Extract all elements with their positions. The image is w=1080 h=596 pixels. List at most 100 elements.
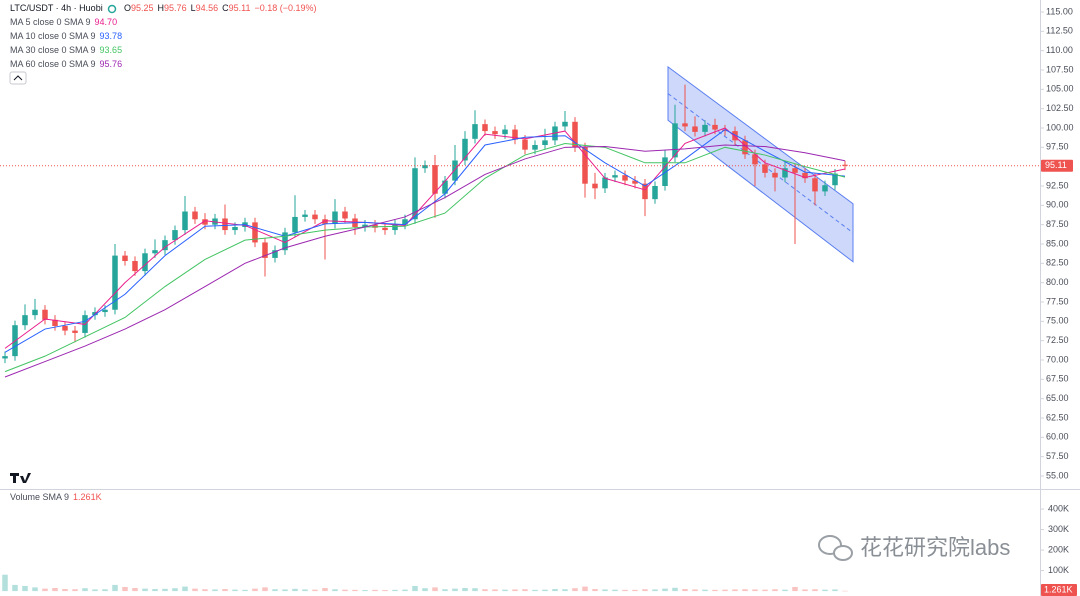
candle-body	[262, 242, 268, 258]
volume-bar	[192, 588, 198, 592]
channel	[667, 65, 854, 263]
candle-body	[492, 131, 498, 135]
watermark-text: 花花研究院labs	[860, 535, 1010, 560]
y-tick-label: 110.00	[1046, 45, 1073, 55]
moving-average	[4, 144, 846, 378]
candle-body	[372, 224, 378, 228]
volume-bar	[382, 590, 388, 592]
market-status	[107, 4, 117, 14]
ma-value: 95.76	[100, 59, 123, 69]
y-tick-label: 105.00	[1046, 84, 1074, 94]
volume-bar	[812, 589, 818, 592]
ohlc-letter: L	[191, 3, 196, 13]
ma-name: MA 30 close 0 SMA 9	[10, 45, 96, 55]
candle-body	[172, 230, 178, 241]
volume-bar	[152, 589, 158, 592]
candle-body	[362, 224, 368, 227]
candle-body	[612, 175, 618, 178]
volume-bar	[662, 588, 668, 592]
moving-average	[4, 127, 846, 349]
volume-bar	[432, 587, 438, 592]
volume-bar	[252, 588, 258, 592]
candle-body	[62, 325, 68, 331]
y-tick-label: 55.00	[1046, 470, 1069, 480]
candle-body	[252, 222, 258, 243]
candle-body	[622, 175, 628, 181]
volume-bar	[632, 589, 638, 592]
ohlc-value: 95.76	[164, 3, 187, 13]
volume-bar	[292, 588, 298, 592]
volume-tick-label: 400K	[1048, 503, 1069, 513]
collapse-button[interactable]	[9, 71, 27, 85]
candle-body	[192, 211, 198, 220]
volume-bar	[182, 586, 188, 592]
candle-body	[42, 309, 48, 320]
logo-shape	[10, 473, 31, 483]
wechat-icon	[818, 535, 842, 555]
volume-bar	[62, 589, 68, 592]
volume-bar	[562, 589, 568, 592]
candle-body	[572, 121, 578, 148]
candle-body	[702, 124, 708, 132]
moving-average	[4, 142, 846, 373]
last-volume-box	[1041, 584, 1077, 596]
candle-body	[792, 168, 798, 173]
y-tick-label: 100.00	[1046, 122, 1074, 132]
volume-bar	[552, 589, 558, 592]
volume-bar	[832, 589, 838, 592]
y-tick-label: 70.00	[1046, 354, 1069, 364]
candle-body	[502, 129, 508, 135]
volume-bar	[312, 589, 318, 592]
candle-body	[842, 164, 848, 166]
volume-bar	[762, 589, 768, 592]
candle-body	[592, 183, 598, 189]
ma-value: 93.78	[100, 31, 123, 41]
candle-body	[312, 214, 318, 220]
ohlc-value: 95.11	[229, 3, 251, 13]
ohlc-value: 95.25	[131, 3, 154, 13]
candle-body	[822, 185, 828, 192]
candle-body	[382, 227, 388, 231]
ma-legend: MA 5 close 0 SMA 9 94.70	[10, 17, 117, 27]
candle-body	[32, 309, 38, 316]
ma-value: 93.65	[100, 45, 123, 55]
volume-bar	[722, 589, 728, 592]
candle-body	[142, 253, 148, 272]
candle-body	[812, 178, 818, 192]
volume-bar	[712, 589, 718, 592]
candle-body	[222, 218, 228, 231]
candle-body	[682, 123, 688, 127]
y-tick-label: 75.00	[1046, 316, 1069, 326]
candle-body	[442, 180, 448, 194]
volume-bar	[652, 589, 658, 592]
candle-body	[532, 145, 538, 150]
volume-bar	[692, 589, 698, 592]
volume-bar	[242, 589, 248, 592]
watermark: 花花研究院labs	[818, 535, 1010, 561]
y-tick-label: 77.50	[1046, 296, 1069, 306]
volume-bar	[12, 584, 18, 592]
volume-tick-label: 300K	[1048, 524, 1069, 534]
ma-name: MA 10 close 0 SMA 9	[10, 31, 96, 41]
candle-body	[772, 172, 778, 178]
volume-bar	[732, 589, 738, 592]
volume-bar	[472, 588, 478, 592]
candle-body	[72, 330, 78, 333]
volume-bar	[532, 589, 538, 592]
candle-body	[122, 255, 128, 262]
symbol-header: LTC/USDT · 4h · Huobi	[10, 3, 103, 13]
volume-bar	[482, 589, 488, 592]
candle-body	[272, 250, 278, 258]
candle-body	[832, 173, 838, 186]
volume-bar	[752, 589, 758, 592]
volume-bar	[512, 589, 518, 592]
candle-body	[742, 140, 748, 155]
candle-body	[52, 319, 58, 326]
candle-body	[642, 183, 648, 200]
ma-name: MA 60 close 0 SMA 9	[10, 59, 96, 69]
y-tick-label: 60.00	[1046, 432, 1069, 442]
candle-body	[182, 211, 188, 231]
candle-body	[462, 138, 468, 161]
volume-bar	[642, 589, 648, 592]
y-tick-label: 72.50	[1046, 335, 1069, 345]
